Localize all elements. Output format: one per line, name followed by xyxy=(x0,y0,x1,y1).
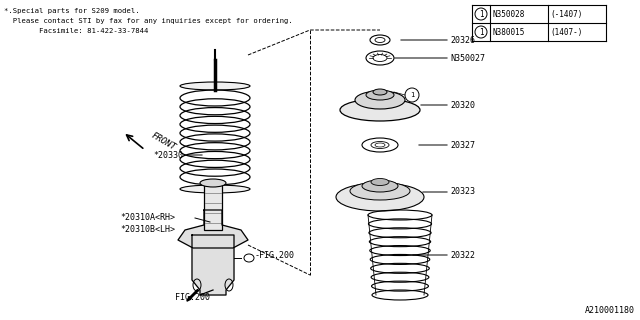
Text: N350027: N350027 xyxy=(450,53,485,62)
Text: 20327: 20327 xyxy=(450,140,475,149)
Text: *.Special parts for S209 model.: *.Special parts for S209 model. xyxy=(4,8,140,14)
Text: Please contact STI by fax for any inquiries except for ordering.: Please contact STI by fax for any inquir… xyxy=(4,18,292,24)
Text: 1: 1 xyxy=(410,92,414,98)
Text: *20310A<RH>: *20310A<RH> xyxy=(120,213,175,222)
Ellipse shape xyxy=(371,179,389,186)
Text: *20310B<LH>: *20310B<LH> xyxy=(120,226,175,235)
FancyArrow shape xyxy=(187,290,198,301)
Polygon shape xyxy=(178,210,248,248)
Text: A210001180: A210001180 xyxy=(585,306,635,315)
Text: (-1407): (-1407) xyxy=(550,10,582,19)
Text: N350028: N350028 xyxy=(492,10,524,19)
Text: *20330: *20330 xyxy=(153,150,183,159)
Text: 20323: 20323 xyxy=(450,188,475,196)
Text: 20322: 20322 xyxy=(450,251,475,260)
Ellipse shape xyxy=(180,82,250,90)
Ellipse shape xyxy=(362,180,398,192)
Text: (1407-): (1407-) xyxy=(550,28,582,36)
Bar xyxy=(204,185,222,230)
Ellipse shape xyxy=(350,182,410,200)
Ellipse shape xyxy=(366,90,394,100)
Ellipse shape xyxy=(355,91,405,109)
Polygon shape xyxy=(192,235,234,295)
Text: 20326: 20326 xyxy=(450,36,475,44)
Text: FIG.200: FIG.200 xyxy=(175,293,210,302)
Text: FRONT: FRONT xyxy=(150,132,178,153)
Text: 1: 1 xyxy=(479,10,483,19)
Ellipse shape xyxy=(180,185,250,193)
Ellipse shape xyxy=(340,99,420,121)
Ellipse shape xyxy=(336,183,424,211)
Ellipse shape xyxy=(373,89,387,95)
Ellipse shape xyxy=(200,179,226,187)
Text: 20320: 20320 xyxy=(450,100,475,109)
Text: 1: 1 xyxy=(479,28,483,36)
Text: N380015: N380015 xyxy=(492,28,524,36)
Text: -FIG.200: -FIG.200 xyxy=(255,252,295,260)
Text: Facsimile: 81-422-33-7844: Facsimile: 81-422-33-7844 xyxy=(4,28,148,34)
